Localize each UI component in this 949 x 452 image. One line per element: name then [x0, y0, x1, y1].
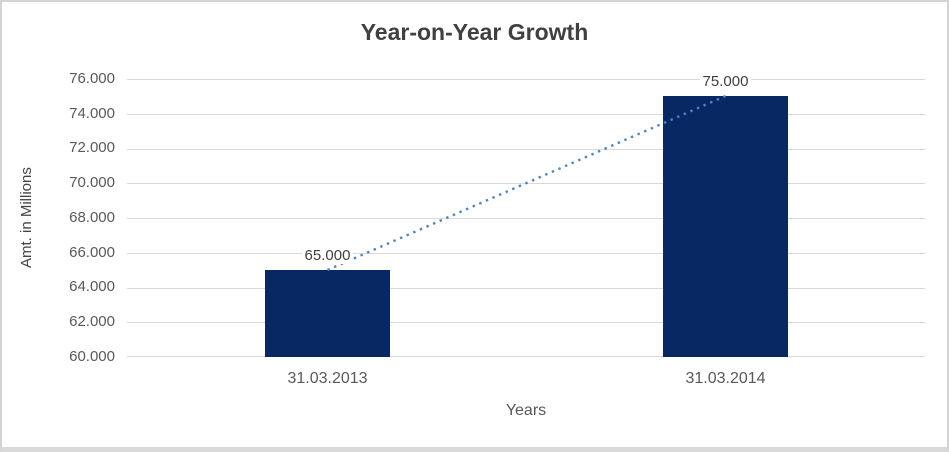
trendline-dotted	[327, 94, 726, 272]
y-tick-label-76000: 76.000	[69, 70, 115, 87]
bar-2014	[663, 96, 788, 357]
chart-title: Year-on-Year Growth	[360, 19, 589, 45]
gridline	[127, 113, 925, 115]
y-tick-label-60000: 60.000	[69, 348, 115, 365]
data-label-2013-text: 65.000	[301, 247, 354, 264]
y-tick-label-72000: 72.000	[69, 139, 115, 156]
y-tick-label-74000: 74.000	[69, 105, 115, 122]
data-label-2014: 75.000	[663, 73, 788, 91]
gridline	[127, 79, 925, 80]
gridline	[127, 287, 925, 289]
plot-area: 65.000 75.000	[127, 73, 925, 357]
gridline	[127, 218, 925, 219]
bar-2013	[265, 270, 390, 357]
y-tick-label-64000: 64.000	[69, 278, 115, 295]
y-tick-label-70000: 70.000	[69, 174, 115, 191]
x-axis-title: Years	[505, 402, 547, 419]
gridline	[127, 252, 925, 254]
y-tick-label-62000: 62.000	[69, 313, 115, 330]
x-tick-label-2013: 31.03.2013	[287, 370, 368, 387]
y-tick-label-66000: 66.000	[69, 244, 115, 261]
x-tick-label-2014: 31.03.2014	[685, 370, 766, 387]
gridline	[127, 148, 925, 150]
trendline-segment	[327, 94, 726, 272]
gridline	[127, 322, 925, 324]
data-label-2014-text: 75.000	[699, 73, 752, 90]
y-tick-label-68000: 68.000	[69, 209, 115, 226]
x-axis-line	[127, 356, 925, 357]
data-label-2013: 65.000	[265, 247, 390, 265]
